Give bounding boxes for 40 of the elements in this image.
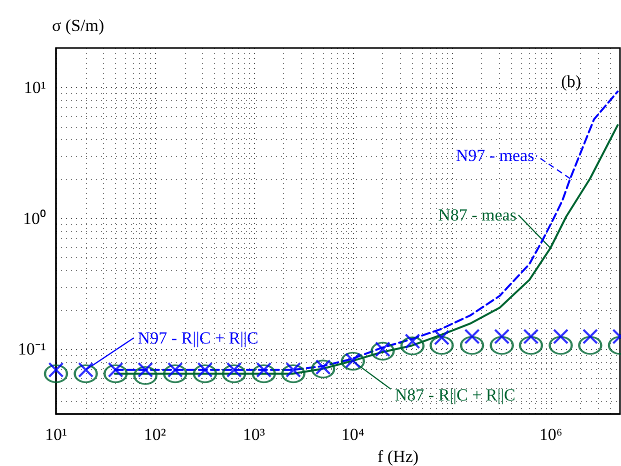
point bbox=[430, 336, 454, 355]
series-label: N97 - R||C + R||C bbox=[138, 328, 258, 348]
point bbox=[523, 329, 538, 344]
annotation: (b) bbox=[561, 72, 582, 91]
y-axis-title: σ (S/m) bbox=[52, 16, 104, 35]
point bbox=[44, 364, 68, 384]
point bbox=[104, 364, 128, 384]
point bbox=[553, 329, 568, 344]
point bbox=[494, 329, 510, 344]
point bbox=[252, 364, 276, 384]
point bbox=[281, 364, 306, 384]
point bbox=[578, 336, 602, 355]
point bbox=[133, 366, 158, 385]
point bbox=[548, 336, 573, 355]
point bbox=[370, 342, 395, 361]
x-tick-label: 10⁶ bbox=[539, 425, 562, 444]
x-axis-title: f (Hz) bbox=[377, 446, 419, 466]
point bbox=[400, 336, 424, 356]
point bbox=[518, 336, 543, 355]
point bbox=[222, 364, 246, 384]
legend-label: N97 - meas bbox=[456, 146, 534, 166]
x-tick-label: 10² bbox=[144, 425, 166, 444]
y-tick-label: 10⁻¹ bbox=[18, 340, 46, 359]
series-label: N87 - R||C + R||C bbox=[394, 386, 516, 405]
point bbox=[490, 336, 514, 355]
point bbox=[192, 364, 217, 384]
point bbox=[582, 329, 598, 344]
point bbox=[460, 336, 484, 355]
point bbox=[163, 364, 188, 384]
y-tick-label: 10⁰ bbox=[23, 208, 46, 228]
point bbox=[74, 364, 98, 384]
x-tick-label: 10³ bbox=[242, 425, 265, 444]
x-tick-label: 10¹ bbox=[44, 425, 68, 444]
point bbox=[340, 352, 365, 371]
point bbox=[434, 330, 450, 345]
x-tick-label: 10⁴ bbox=[341, 425, 364, 444]
text: N87 - meas bbox=[438, 206, 516, 225]
point bbox=[311, 360, 336, 379]
point bbox=[464, 329, 480, 344]
y-tick-label: 10¹ bbox=[24, 78, 46, 97]
